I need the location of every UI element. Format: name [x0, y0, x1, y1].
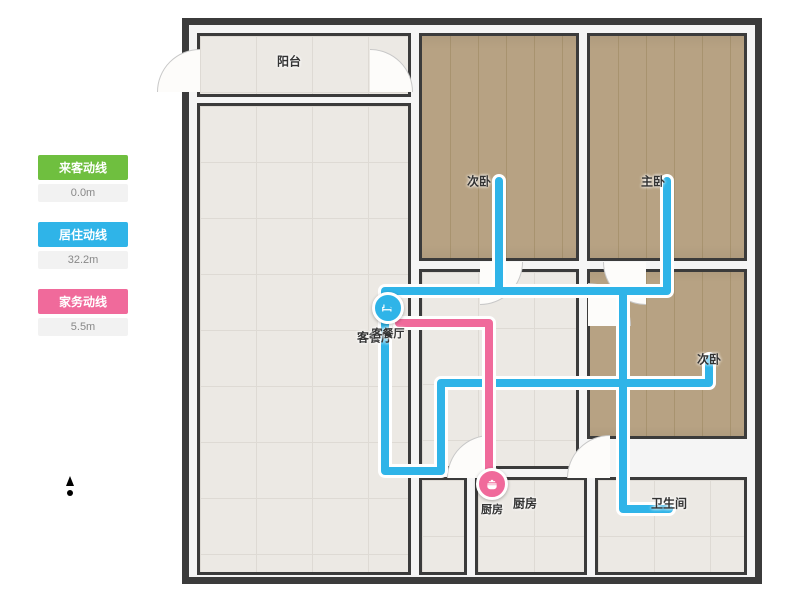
kitchen_icon: 厨房	[476, 468, 508, 500]
legend-guest-value: 0.0m	[38, 184, 128, 202]
legend-resident: 居住动线 32.2m	[38, 222, 128, 269]
room-bed_master	[587, 33, 747, 261]
room-label-bed2_top: 次卧	[467, 173, 491, 190]
kitchen_icon-label: 厨房	[481, 501, 503, 517]
room-label-kitchen: 厨房	[513, 495, 537, 512]
room-bed2_top	[419, 33, 579, 261]
living_icon: 客餐厅	[372, 292, 404, 324]
compass-icon	[52, 475, 88, 511]
room-label-bath: 卫生间	[651, 495, 687, 512]
legend-resident-label: 居住动线	[38, 222, 128, 247]
room-label-balcony: 阳台	[277, 53, 301, 70]
legend-guest-label: 来客动线	[38, 155, 128, 180]
room-label-bed2_right: 次卧	[697, 351, 721, 368]
legend-chore-label: 家务动线	[38, 289, 128, 314]
canvas: 来客动线 0.0m 居住动线 32.2m 家务动线 5.5m	[0, 0, 800, 600]
living_icon-label: 客餐厅	[372, 325, 405, 341]
legend: 来客动线 0.0m 居住动线 32.2m 家务动线 5.5m	[38, 155, 128, 356]
legend-guest: 来客动线 0.0m	[38, 155, 128, 202]
room-label-bed_master: 主卧	[641, 173, 665, 190]
room-hall_strip	[419, 477, 467, 575]
legend-chore-value: 5.5m	[38, 318, 128, 336]
legend-resident-value: 32.2m	[38, 251, 128, 269]
floor-plan: 阳台客餐厅次卧主卧次卧厨房卫生间客餐厅厨房	[182, 18, 762, 584]
legend-chore: 家务动线 5.5m	[38, 289, 128, 336]
room-bath	[595, 477, 747, 575]
